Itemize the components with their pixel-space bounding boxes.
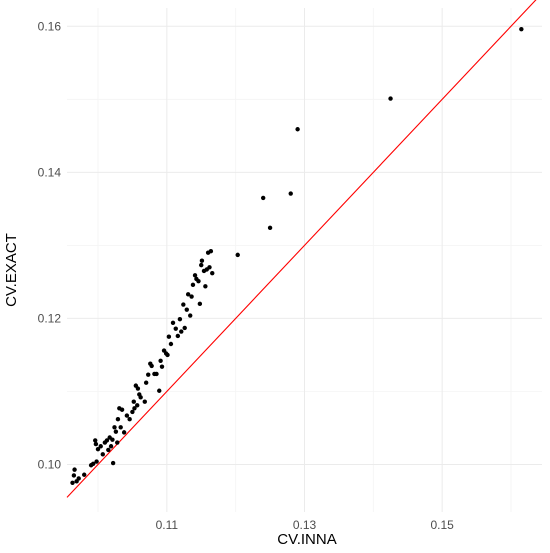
data-point bbox=[188, 313, 193, 318]
data-point bbox=[168, 341, 174, 347]
data-point bbox=[210, 270, 215, 276]
data-point bbox=[190, 282, 196, 288]
data-point bbox=[196, 278, 201, 284]
data-point bbox=[93, 441, 99, 447]
data-point bbox=[124, 413, 130, 418]
data-point bbox=[119, 407, 125, 412]
data-point bbox=[519, 26, 524, 32]
reference-line-layer bbox=[66, 0, 537, 498]
y-tick-label: 0.12 bbox=[38, 311, 62, 325]
data-point bbox=[154, 371, 159, 377]
data-point bbox=[70, 480, 75, 485]
data-point bbox=[166, 334, 172, 339]
data-point bbox=[115, 417, 121, 422]
data-point bbox=[388, 96, 393, 101]
data-point bbox=[184, 307, 189, 312]
x-axis-ticks: 0.11 0.13 0.15 bbox=[156, 518, 455, 532]
data-point bbox=[100, 452, 105, 457]
data-point bbox=[121, 430, 127, 435]
data-point bbox=[118, 425, 123, 430]
data-point bbox=[159, 364, 165, 369]
data-point bbox=[115, 440, 120, 445]
data-point bbox=[207, 265, 212, 270]
data-point bbox=[76, 476, 81, 481]
data-point bbox=[158, 358, 163, 363]
data-point bbox=[173, 326, 178, 331]
data-point bbox=[199, 258, 205, 263]
data-point bbox=[90, 461, 96, 466]
data-point bbox=[94, 459, 99, 464]
x-tick-label: 0.11 bbox=[156, 518, 179, 532]
data-point bbox=[112, 425, 117, 430]
data-point bbox=[132, 406, 137, 411]
data-point bbox=[189, 294, 194, 299]
data-point bbox=[72, 467, 77, 472]
data-point bbox=[192, 273, 198, 278]
x-tick-label: 0.15 bbox=[431, 518, 455, 532]
data-point bbox=[93, 438, 98, 443]
data-point bbox=[199, 262, 204, 268]
data-point bbox=[143, 380, 149, 385]
grid-layer bbox=[67, 8, 542, 512]
data-point bbox=[82, 472, 87, 477]
data-point bbox=[182, 325, 187, 331]
data-point bbox=[110, 437, 115, 442]
data-point bbox=[135, 386, 141, 391]
data-point bbox=[208, 249, 214, 254]
data-point bbox=[235, 252, 240, 258]
reference-line bbox=[66, 0, 537, 498]
points-layer bbox=[70, 26, 524, 485]
data-point bbox=[127, 417, 132, 422]
y-tick-label: 0.10 bbox=[38, 458, 62, 472]
data-point bbox=[130, 409, 135, 415]
data-point bbox=[177, 316, 183, 322]
data-point bbox=[108, 444, 114, 449]
data-point bbox=[131, 399, 136, 404]
data-point bbox=[110, 460, 116, 466]
data-point bbox=[197, 301, 203, 307]
y-axis-ticks: 0.10 0.12 0.14 0.16 bbox=[38, 19, 62, 471]
y-axis-title: CV.EXACT bbox=[3, 233, 20, 307]
data-point bbox=[179, 329, 184, 334]
data-point bbox=[295, 127, 300, 132]
data-point bbox=[142, 399, 147, 404]
data-point bbox=[149, 363, 154, 369]
data-point bbox=[135, 403, 140, 408]
y-tick-label: 0.14 bbox=[38, 165, 62, 179]
data-point bbox=[157, 388, 162, 393]
data-point bbox=[95, 446, 101, 452]
x-axis-title: CV.INNA bbox=[277, 531, 336, 548]
data-point bbox=[185, 292, 191, 297]
data-point bbox=[113, 429, 119, 434]
data-point bbox=[203, 284, 208, 289]
data-point bbox=[267, 225, 273, 231]
x-tick-label: 0.13 bbox=[293, 518, 317, 532]
data-point bbox=[98, 444, 103, 449]
data-point bbox=[288, 191, 293, 196]
data-point bbox=[175, 333, 181, 339]
data-point bbox=[170, 320, 176, 326]
data-point bbox=[165, 352, 170, 358]
data-point bbox=[260, 195, 266, 201]
y-tick-label: 0.16 bbox=[38, 19, 62, 33]
data-point bbox=[181, 302, 186, 307]
data-point bbox=[138, 395, 143, 400]
data-point bbox=[146, 372, 151, 377]
data-point bbox=[106, 447, 111, 453]
data-point bbox=[104, 438, 110, 443]
data-point bbox=[71, 473, 77, 478]
